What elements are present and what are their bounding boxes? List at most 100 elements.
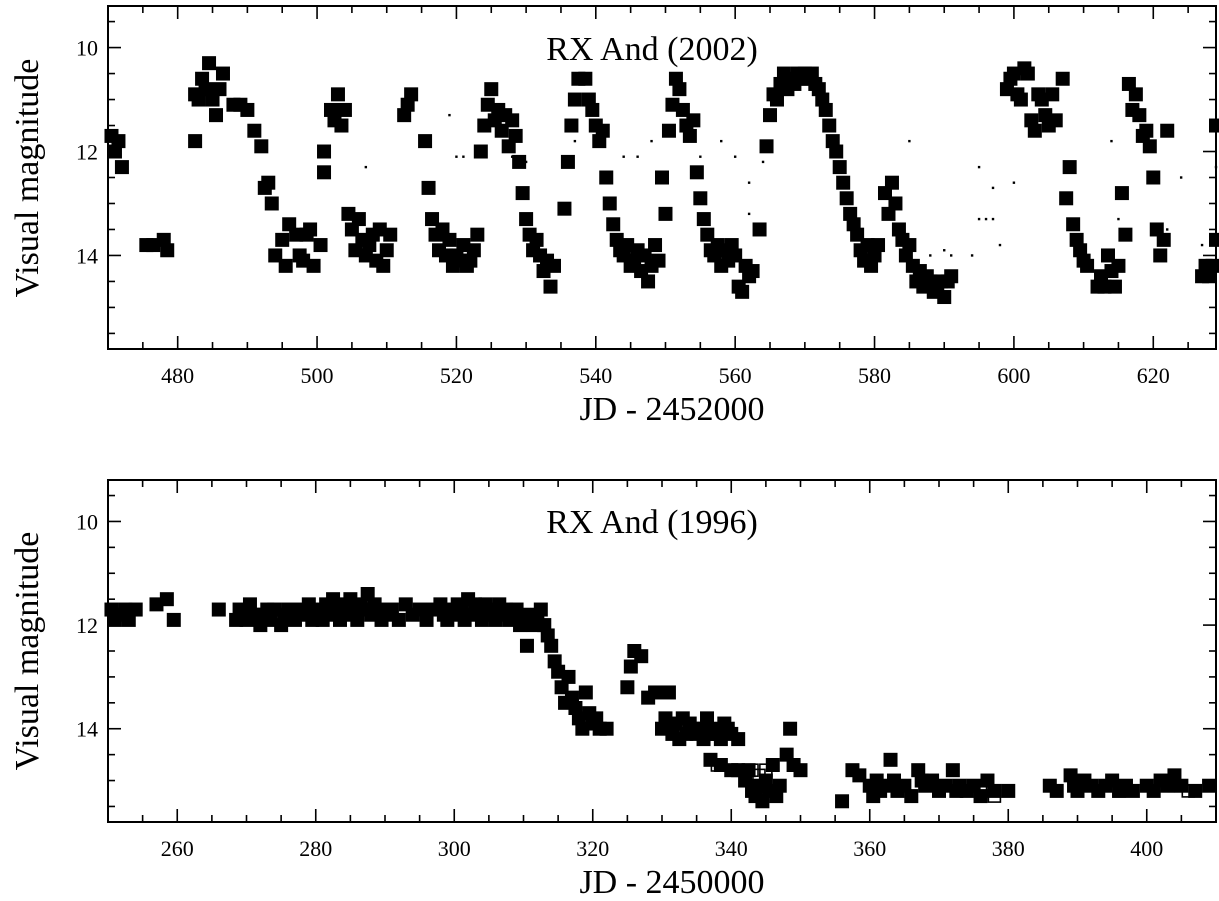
data-point-dot [455,155,458,158]
data-point [871,238,886,253]
data-point [466,243,481,258]
data-point-dot [699,155,702,158]
data-point [1020,66,1035,81]
x-tick-label: 580 [858,363,891,388]
data-point-dot [929,254,932,257]
data-point-dot [650,139,653,143]
data-point [648,238,663,253]
data-point [836,175,851,190]
data-point [937,290,952,305]
data-point [1059,191,1074,206]
data-point [839,191,854,206]
data-point [620,680,635,695]
data-point [330,87,345,102]
x-tick-label: 500 [301,363,334,388]
x-tick-label: 300 [438,836,471,861]
panel-rx-and-1996: 260 280 300 320 340 360 380 400 10 12 14 JD - 24500… [9,479,1217,901]
data-point-open [759,763,773,777]
data-point [745,264,760,279]
data-point [505,113,520,128]
data-point-dot [733,155,737,158]
data-point [741,763,756,778]
data-point [1027,123,1042,138]
data-point [202,56,217,71]
data-point [508,128,523,143]
data-point-dot [991,186,995,190]
data-point [303,222,318,237]
data-point [772,778,787,793]
data-point [835,794,850,809]
data-point [546,258,561,273]
data-point [211,602,226,617]
data-point-dot [1117,217,1120,221]
data-point [1132,108,1147,123]
data-point [883,752,898,767]
data-point [351,212,366,227]
data-point [215,66,230,81]
data-point [634,649,649,664]
data-point [247,123,262,138]
data-point [470,227,485,242]
data-point-dot [998,243,1002,247]
data-point [264,196,279,211]
data-point [159,592,174,607]
data-point-dot [1110,139,1113,143]
x-tick-label: 280 [299,836,332,861]
data-point [519,638,534,653]
data-point [278,258,293,273]
data-point-open [1181,784,1196,798]
x-tick-label: 260 [161,836,194,861]
x-tick-label: 620 [1137,363,1170,388]
data-point [1080,258,1095,273]
data-point-dot [510,155,514,158]
data-point [945,763,960,778]
data-point [1174,778,1189,793]
data-point [1142,139,1157,154]
data-point [606,217,621,232]
data-point-dot [908,139,911,143]
y-tick-label: 10 [76,36,98,61]
data-point [567,92,582,107]
data-point [987,783,1002,798]
data-point-dot [462,155,465,158]
data-point [902,238,917,253]
data-point [904,789,919,804]
data-point [421,180,436,195]
data-point [759,139,774,154]
data-point [306,258,321,273]
x-axis-label: JD - 2452000 [579,391,764,428]
data-point-dot [720,139,723,143]
data-point [442,232,457,247]
data-point [689,165,704,180]
data-point [519,212,534,227]
chart-title: RX And (2002) [546,31,758,68]
data-point [313,238,328,253]
data-point [648,685,663,700]
data-point [763,108,778,123]
data-point [585,102,600,117]
data-point [602,196,617,211]
data-point [944,269,959,284]
data-point [765,758,780,772]
data-point [888,196,903,211]
data-point [1128,87,1143,102]
data-point [1160,123,1175,138]
data-point [578,71,593,86]
data-point [735,284,750,299]
data-point [822,118,837,133]
data-point-dot [991,217,995,221]
x-tick-label: 480 [161,363,194,388]
data-point [114,160,129,175]
data-point [240,102,255,117]
data-point-dot [636,155,639,158]
data-point [578,685,593,700]
data-point-open [973,784,988,798]
data-point [793,763,808,778]
data-point [682,128,697,143]
data-point [1118,227,1133,242]
data-point-open [987,789,1002,803]
data-point-open [710,758,725,772]
data-point [254,139,269,154]
x-tick-label: 560 [719,363,752,388]
